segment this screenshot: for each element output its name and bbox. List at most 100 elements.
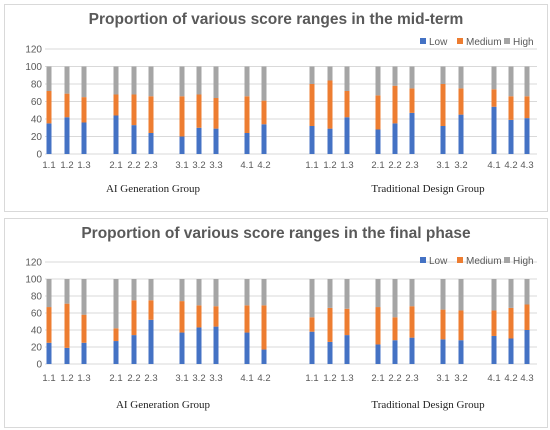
bar-medium-3-3 (213, 98, 219, 129)
bar-medium-1-1 (46, 91, 52, 124)
y-tick-label: 100 (25, 62, 42, 73)
bar-medium-2-1 (375, 307, 381, 345)
x-tick-label: 2.2 (127, 160, 140, 171)
x-tick-label: 4.2 (504, 160, 517, 171)
x-tick-label: 1.2 (60, 373, 73, 384)
bar-high-4-3 (524, 279, 530, 305)
bar-medium-1-2 (327, 80, 333, 129)
bar-low-1-2 (327, 128, 333, 154)
x-tick-label: 2.1 (109, 160, 122, 171)
bar-high-3-2 (458, 66, 464, 89)
bar-high-2-1 (375, 279, 381, 308)
legend-swatch-medium (457, 257, 463, 263)
bar-high-1-1 (309, 279, 315, 318)
bar-low-1-3 (81, 342, 87, 364)
bar-medium-1-1 (309, 84, 315, 126)
bar-high-4-1 (491, 66, 497, 90)
bar-medium-4-2 (261, 100, 267, 125)
bar-low-4-2 (261, 124, 267, 154)
y-tick-label: 40 (31, 115, 43, 126)
x-tick-label: 2.2 (388, 373, 401, 384)
bar-medium-3-3 (213, 306, 219, 327)
x-tick-label: 1.2 (323, 160, 336, 171)
x-tick-label: 1.1 (42, 373, 55, 384)
bar-low-1-3 (81, 122, 87, 154)
bar-high-2-2 (131, 66, 137, 95)
bar-medium-2-2 (392, 317, 398, 341)
bar-medium-1-2 (327, 307, 333, 342)
bar-low-3-1 (440, 126, 446, 154)
x-tick-label: 2.2 (127, 373, 140, 384)
y-tick-label: 60 (31, 309, 43, 320)
x-tick-label: 1.2 (60, 160, 73, 171)
bar-high-1-1 (46, 279, 52, 308)
y-tick-label: 60 (31, 97, 43, 108)
bar-low-4-3 (524, 118, 530, 154)
bar-medium-2-3 (148, 96, 154, 133)
bar-high-3-1 (179, 279, 185, 302)
mid-term-chart: 0 20 40 60 80 100 120 1.1 1.2 1.3 2.1 2.2 2.3 3.1 3.2 3… (25, 37, 537, 195)
bar-high-1-2 (64, 279, 70, 304)
bar-high-4-1 (244, 66, 250, 97)
x-tick-label: 4.2 (257, 373, 270, 384)
x-tick-label: 2.1 (371, 160, 384, 171)
bar-medium-4-1 (244, 305, 250, 333)
x-tick-label: 3.1 (175, 373, 188, 384)
bar-low-1-1 (46, 342, 52, 364)
x-tick-label: 3.2 (192, 373, 205, 384)
bar-low-4-1 (244, 332, 250, 364)
bar-low-2-1 (375, 344, 381, 364)
bar-high-2-3 (148, 279, 154, 301)
bar-low-3-1 (440, 339, 446, 364)
bar-medium-1-2 (64, 93, 70, 118)
bar-low-2-3 (148, 133, 154, 154)
legend-swatch-medium (457, 38, 463, 44)
bar-high-1-3 (344, 66, 350, 91)
bar-high-2-3 (148, 66, 154, 97)
x-tick-label: 4.1 (240, 373, 253, 384)
legend-label: Low (429, 256, 448, 267)
mid-term-chart-panel: Proportion of various score ranges in th… (4, 4, 548, 212)
bar-high-2-1 (375, 66, 381, 96)
bar-medium-1-3 (344, 91, 350, 118)
bar-low-2-2 (131, 125, 137, 154)
bar-low-1-1 (309, 126, 315, 154)
bar-low-4-1 (491, 106, 497, 154)
bar-low-4-1 (491, 335, 497, 364)
bar-medium-1-1 (309, 317, 315, 332)
x-tick-label: 4.2 (504, 373, 517, 384)
bar-low-2-2 (131, 335, 137, 364)
x-tick-label: 1.1 (42, 160, 55, 171)
x-tick-label: 1.3 (77, 160, 90, 171)
x-tick-label: 2.3 (144, 160, 157, 171)
bar-high-3-3 (213, 279, 219, 307)
bar-low-1-2 (327, 341, 333, 364)
x-tick-label: 4.1 (240, 160, 253, 171)
bar-low-2-3 (409, 112, 415, 154)
bar-medium-1-1 (46, 307, 52, 343)
bar-high-2-1 (113, 279, 119, 329)
bar-high-4-2 (261, 66, 267, 101)
legend-label: Medium (466, 256, 502, 267)
group-label: AI Generation Group (106, 183, 201, 195)
bar-medium-2-3 (148, 300, 154, 320)
x-tick-label: 4.2 (257, 160, 270, 171)
bar-low-4-2 (508, 338, 514, 364)
y-tick-label: 80 (31, 80, 43, 91)
bar-low-1-3 (344, 335, 350, 364)
bar-high-2-3 (409, 279, 415, 307)
bar-medium-2-2 (392, 85, 398, 124)
x-tick-label: 3.2 (192, 160, 205, 171)
bar-high-2-3 (409, 66, 415, 89)
legend-swatch-high (504, 257, 510, 263)
x-tick-label: 1.1 (305, 160, 318, 171)
bar-medium-3-2 (196, 94, 202, 128)
x-tick-label: 3.1 (436, 373, 449, 384)
bar-medium-4-3 (524, 304, 530, 330)
bar-low-2-3 (148, 319, 154, 364)
chart-title: Proportion of various score ranges in th… (81, 225, 471, 242)
group-label: Traditional Design Group (371, 183, 485, 195)
bar-high-3-3 (213, 66, 219, 98)
group-label: Traditional Design Group (371, 399, 485, 411)
bar-low-1-3 (344, 117, 350, 154)
